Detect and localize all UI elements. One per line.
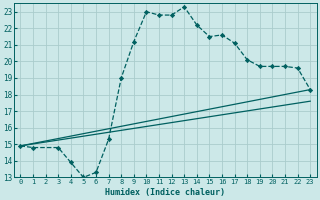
X-axis label: Humidex (Indice chaleur): Humidex (Indice chaleur) [105, 188, 225, 197]
